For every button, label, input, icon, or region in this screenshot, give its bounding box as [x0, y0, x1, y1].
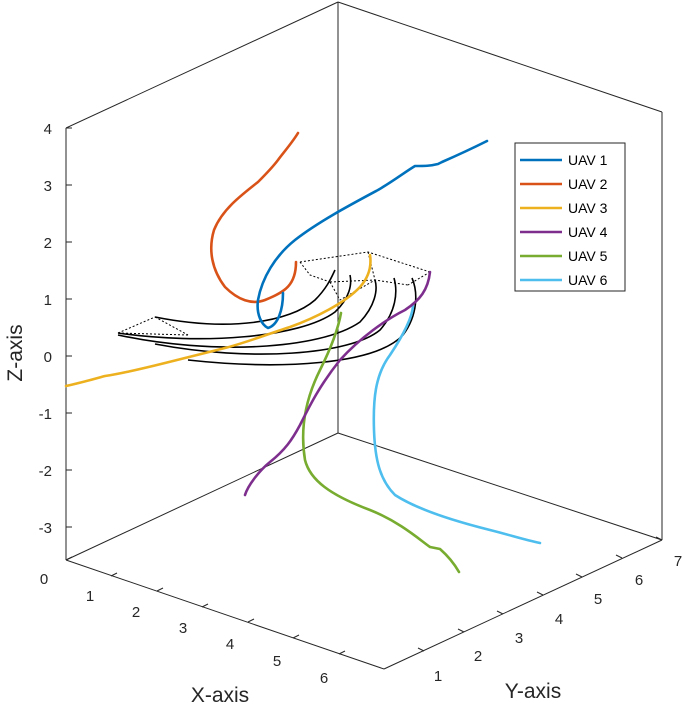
- x-tick-label: 4: [226, 636, 234, 653]
- y-tick: [615, 554, 623, 559]
- x-tick-label: 0: [40, 571, 48, 588]
- x-tick: [156, 587, 164, 592]
- shell-arc: [154, 277, 397, 355]
- z-tick-label: 2: [44, 235, 52, 252]
- x-tick-label: 3: [179, 620, 187, 637]
- series-line-uav-3: [64, 253, 372, 388]
- y-tick-label: 1: [434, 668, 442, 685]
- legend-label-uav-6: UAV 6: [568, 272, 608, 288]
- y-tick-label: 6: [635, 572, 643, 589]
- legend-entry: UAV 2: [520, 176, 608, 192]
- x-tick-labels: 0 1 2 3 4 5 6: [40, 571, 328, 687]
- x-tick-label: 1: [86, 588, 94, 605]
- series-line-uav-1: [256, 139, 489, 330]
- z-axis-label: Z-axis: [4, 324, 27, 381]
- z-tick-label: 4: [44, 121, 52, 138]
- shell-arc: [117, 279, 377, 348]
- z-tick-label: 1: [44, 292, 52, 309]
- legend-entry: UAV 6: [520, 272, 608, 288]
- x-tick: [247, 618, 255, 623]
- z-tick-labels: 4 3 2 1 0 -1 -2 -3: [39, 121, 52, 537]
- shell-dotted-edge: [299, 261, 331, 283]
- z-ticks: [66, 127, 72, 528]
- y-tick: [457, 628, 465, 633]
- x-tick-label: 5: [273, 653, 281, 670]
- series-line-uav-6: [372, 304, 542, 545]
- x-axis-label: X-axis: [191, 684, 249, 705]
- y-tick-label: 4: [555, 611, 563, 628]
- x-ticks: [65, 556, 346, 655]
- x-tick: [65, 556, 73, 561]
- back-edge-x-floor: [65, 432, 339, 561]
- z-tick-label: -2: [39, 463, 52, 480]
- shell-arc: [154, 269, 336, 325]
- shell-arc: [117, 274, 352, 340]
- y-tick: [575, 573, 583, 578]
- legend-label-uav-2: UAV 2: [568, 176, 608, 192]
- y-tick: [536, 591, 544, 596]
- z-tick-label: 3: [44, 178, 52, 195]
- y-tick-labels: 1 2 3 4 5 6 7: [434, 553, 682, 685]
- y-axis-line: [383, 539, 663, 670]
- x-tick-label: 6: [320, 670, 328, 687]
- legend-label-uav-1: UAV 1: [568, 152, 608, 168]
- legend-entry: UAV 1: [520, 152, 608, 168]
- legend-label-uav-4: UAV 4: [568, 224, 608, 240]
- back-edge-y-floor: [337, 432, 663, 541]
- back-edge-top-right: [337, 1, 663, 113]
- z-tick-label: -3: [39, 520, 52, 537]
- legend-label-uav-5: UAV 5: [568, 248, 608, 264]
- y-axis-label: Y-axis: [505, 680, 561, 703]
- y-tick: [496, 610, 504, 615]
- legend-entry: UAV 4: [520, 224, 608, 240]
- shell-dotted-edge: [329, 279, 376, 301]
- z-tick-label: -1: [39, 406, 52, 423]
- y-ticks: [417, 536, 663, 652]
- legend-box: [514, 142, 626, 292]
- trajectories: [64, 131, 542, 574]
- shell-dotted-edge: [117, 316, 156, 334]
- y-tick-label: 3: [515, 630, 523, 647]
- x-tick: [201, 603, 209, 608]
- shell-dotted-edge: [329, 279, 376, 283]
- x-tick: [338, 650, 346, 655]
- axes-box: [65, 1, 663, 670]
- obstacle-shell: [117, 269, 417, 366]
- z-tick-label: 0: [44, 349, 52, 366]
- x-tick: [292, 634, 300, 639]
- x-tick: [110, 572, 118, 577]
- series-line-uav-4: [243, 270, 432, 497]
- back-edge-top-left: [65, 1, 339, 129]
- series-line-uav-2: [210, 131, 300, 304]
- legend-label-uav-3: UAV 3: [568, 200, 608, 216]
- legend-entry: UAV 3: [520, 200, 608, 216]
- y-tick: [417, 647, 425, 652]
- x-axis-line: [65, 559, 385, 670]
- x-tick-label: 2: [132, 604, 140, 621]
- y-tick-label: 5: [594, 591, 602, 608]
- legend-entry: UAV 5: [520, 248, 608, 264]
- shell-dotted-edge: [299, 251, 431, 273]
- shell-dotted-edge: [407, 271, 431, 286]
- series-line-uav-5: [301, 311, 461, 574]
- legend: UAV 1 UAV 2 UAV 3 UAV 4 UAV 5 UAV 6: [514, 142, 626, 292]
- y-tick: [655, 536, 663, 541]
- y-tick-label: 2: [474, 648, 482, 665]
- y-tick-label: 7: [674, 553, 682, 570]
